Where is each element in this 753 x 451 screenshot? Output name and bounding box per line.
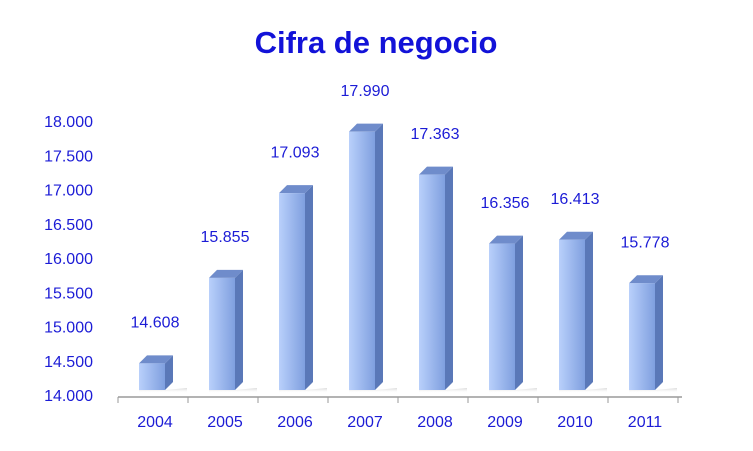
y-tick-label: 15.000 (44, 320, 93, 337)
bar-shadow (489, 388, 537, 393)
x-tick-label: 2011 (628, 414, 663, 431)
bar-top (349, 123, 383, 132)
value-label: 15.778 (621, 234, 670, 251)
value-label: 17.990 (341, 83, 390, 100)
bar-top (419, 166, 453, 175)
x-tick-label: 2010 (557, 414, 593, 431)
bar (489, 243, 515, 390)
bar-shadow (559, 388, 607, 393)
bar-shadow (349, 388, 397, 393)
bar-side (305, 185, 313, 390)
bar (209, 277, 235, 390)
y-tick-label: 17.500 (44, 148, 93, 165)
bar-top (489, 235, 523, 244)
y-tick-label: 17.000 (44, 183, 93, 200)
bar-side (585, 231, 593, 390)
bar-side (165, 355, 173, 390)
bar-top (559, 231, 593, 240)
bar-shadow (209, 388, 257, 393)
bar-shadow (419, 388, 467, 393)
x-tick-label: 2007 (347, 414, 383, 431)
bar (139, 363, 165, 390)
bar (349, 131, 375, 390)
bar-side (375, 123, 383, 390)
value-label: 17.363 (411, 126, 460, 143)
bar-side (655, 275, 663, 390)
x-tick-label: 2004 (137, 414, 173, 431)
value-label: 16.413 (551, 191, 600, 208)
value-label: 14.608 (131, 315, 180, 332)
bar-shadow (139, 388, 187, 393)
bar (279, 193, 305, 390)
y-tick-label: 16.500 (44, 217, 93, 234)
value-label: 15.855 (201, 229, 250, 246)
bar-side (445, 166, 453, 390)
bar-top (629, 275, 663, 284)
x-tick-label: 2006 (277, 414, 313, 431)
x-tick-label: 2008 (417, 414, 453, 431)
x-tick-label: 2009 (487, 414, 523, 431)
y-tick-label: 15.500 (44, 285, 93, 302)
bar-shadow (629, 388, 677, 393)
y-tick-label: 16.000 (44, 251, 93, 268)
bar-shadow (279, 388, 327, 393)
bar-top (209, 269, 243, 278)
value-label: 16.356 (481, 195, 530, 212)
value-label: 17.093 (271, 144, 320, 161)
chart-title: Cifra de negocio (255, 25, 498, 60)
bar (419, 174, 445, 390)
y-tick-label: 14.500 (44, 354, 93, 371)
y-tick-label: 14.000 (44, 388, 93, 405)
x-tick-label: 2005 (207, 414, 243, 431)
bar-top (139, 355, 173, 364)
bar (559, 239, 585, 390)
bar (629, 283, 655, 390)
bar-side (235, 269, 243, 390)
bar-top (279, 185, 313, 194)
bar-side (515, 235, 523, 390)
y-tick-label: 18.000 (44, 114, 93, 131)
